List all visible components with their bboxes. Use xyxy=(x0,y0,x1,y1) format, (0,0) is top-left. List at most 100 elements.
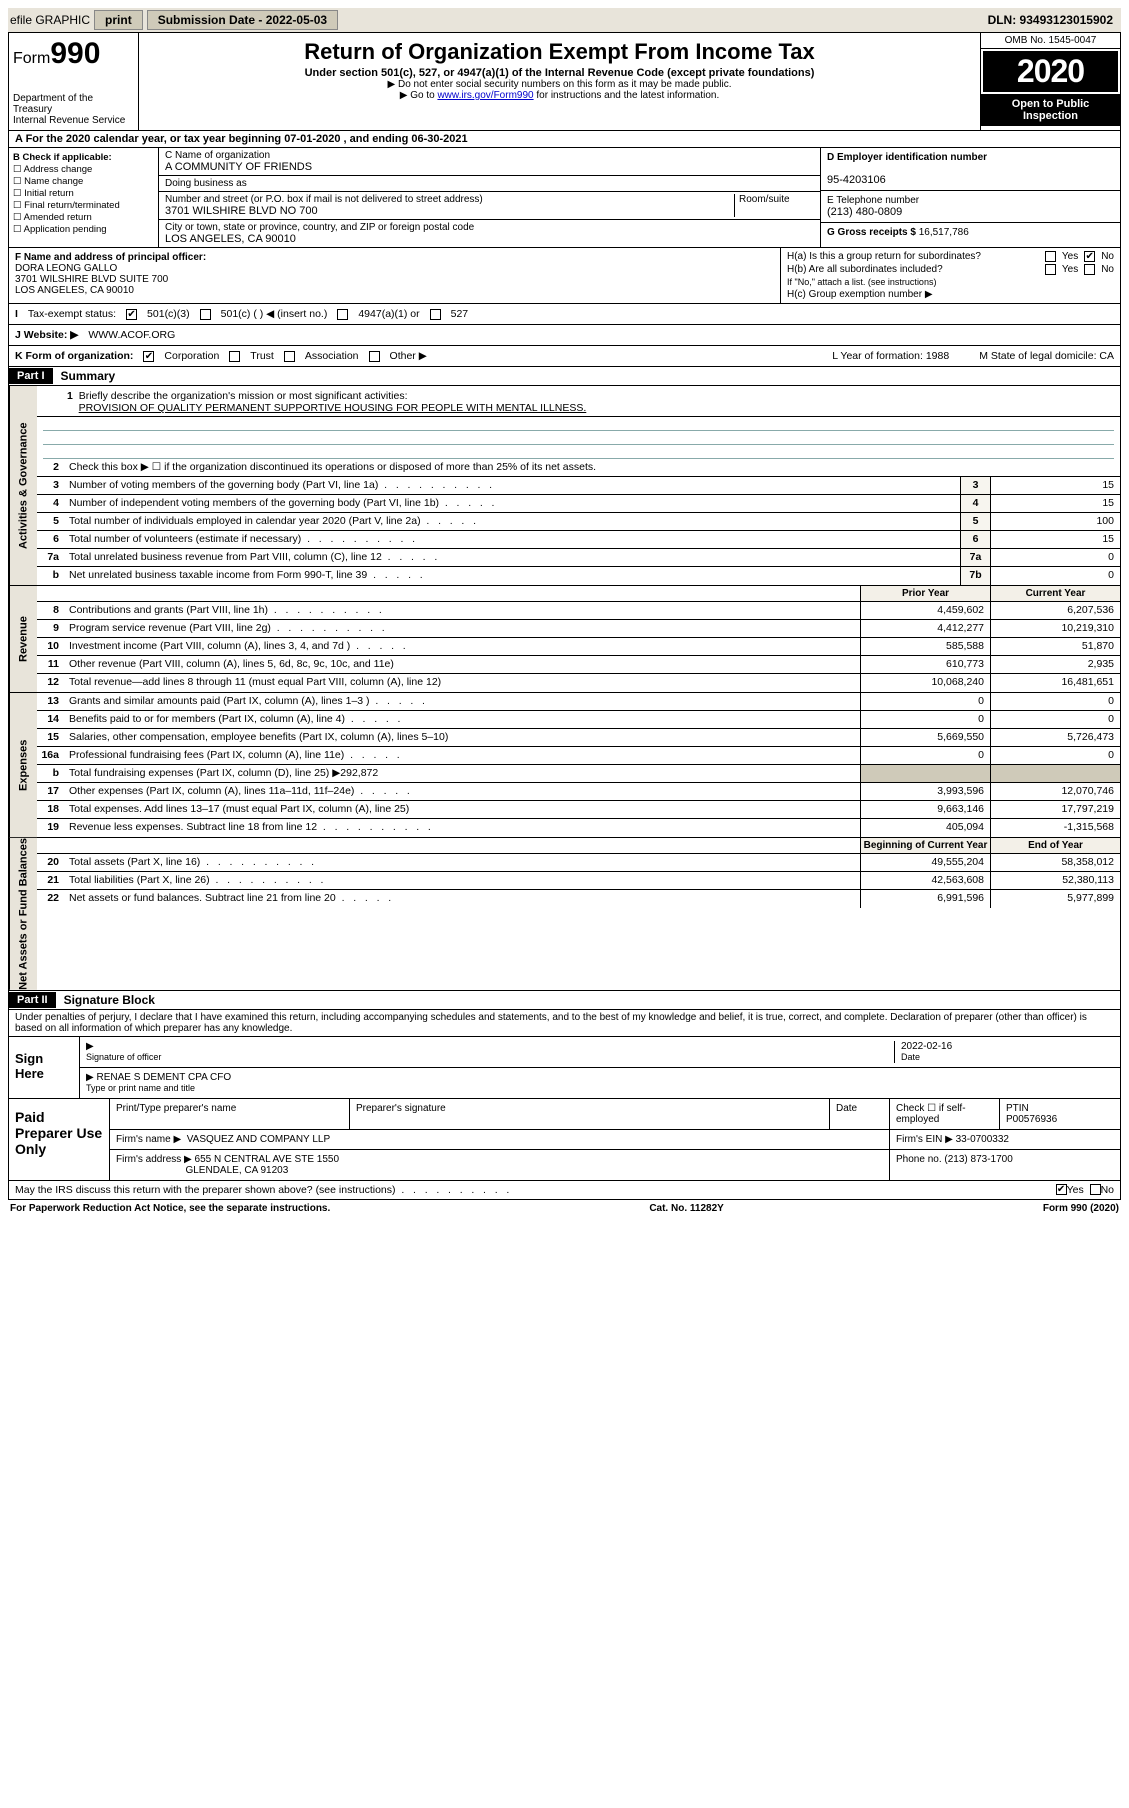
website-row: J Website: ▶ WWW.ACOF.ORG xyxy=(8,325,1121,346)
mission-text: PROVISION OF QUALITY PERMANENT SUPPORTIV… xyxy=(79,402,587,414)
top-toolbar: efile GRAPHIC print Submission Date - 20… xyxy=(8,8,1121,32)
c20: 58,358,012 xyxy=(990,854,1120,871)
discuss-yes[interactable]: ✔ xyxy=(1056,1184,1067,1195)
signature-line: ▶Signature of officer 2022-02-16Date xyxy=(80,1037,1120,1068)
check-initial[interactable]: ☐ Initial return xyxy=(13,188,154,199)
irs-label: Internal Revenue Service xyxy=(13,115,134,126)
row-a-taxyear: A For the 2020 calendar year, or tax yea… xyxy=(8,131,1121,148)
ein: 95-4203106 xyxy=(827,174,886,186)
sign-here-label: Sign Here xyxy=(9,1037,79,1098)
val-7a: 0 xyxy=(990,549,1120,566)
tax-501c[interactable] xyxy=(200,309,211,320)
org-name: A COMMUNITY OF FRIENDS xyxy=(165,161,312,173)
footer-left: For Paperwork Reduction Act Notice, see … xyxy=(10,1203,330,1214)
dln-label: DLN: 93493123015902 xyxy=(988,13,1119,27)
mission-blank xyxy=(43,417,1114,431)
korg-trust[interactable] xyxy=(229,351,240,362)
firm-addr1: 655 N CENTRAL AVE STE 1550 xyxy=(195,1154,340,1165)
c16a: 0 xyxy=(990,747,1120,764)
discuss-row: May the IRS discuss this return with the… xyxy=(8,1181,1121,1200)
section-b: B Check if applicable: ☐ Address change … xyxy=(8,148,1121,248)
firm-phone: (213) 873-1700 xyxy=(944,1154,1012,1165)
footer-right: Form 990 (2020) xyxy=(1043,1203,1119,1214)
vlabel-net: Net Assets or Fund Balances xyxy=(9,838,37,990)
check-name[interactable]: ☐ Name change xyxy=(13,176,154,187)
tax-status-row: I Tax-exempt status: ✔501(c)(3) 501(c) (… xyxy=(8,304,1121,325)
p12: 10,068,240 xyxy=(860,674,990,692)
right-info: D Employer identification number 95-4203… xyxy=(820,148,1120,247)
p22: 6,991,596 xyxy=(860,890,990,908)
c8: 6,207,536 xyxy=(990,602,1120,619)
p8: 4,459,602 xyxy=(860,602,990,619)
korg-other[interactable] xyxy=(369,351,380,362)
tax-4947[interactable] xyxy=(337,309,348,320)
check-pending[interactable]: ☐ Application pending xyxy=(13,224,154,235)
org-info: C Name of organization A COMMUNITY OF FR… xyxy=(159,148,820,247)
firm-name: VASQUEZ AND COMPANY LLP xyxy=(187,1134,330,1145)
open-public: Open to PublicInspection xyxy=(981,94,1120,126)
org-address: 3701 WILSHIRE BLVD NO 700 xyxy=(165,205,318,217)
ha-no[interactable]: ✔ xyxy=(1084,251,1095,262)
p20: 49,555,204 xyxy=(860,854,990,871)
print-button[interactable]: print xyxy=(94,10,143,30)
section-f-h: F Name and address of principal officer:… xyxy=(8,248,1121,304)
check-final[interactable]: ☐ Final return/terminated xyxy=(13,200,154,211)
p11: 610,773 xyxy=(860,656,990,673)
firm-ein: 33-0700332 xyxy=(956,1134,1009,1145)
irs-link[interactable]: www.irs.gov/Form990 xyxy=(437,90,533,101)
p16a: 0 xyxy=(860,747,990,764)
c18: 17,797,219 xyxy=(990,801,1120,818)
year-formation: L Year of formation: 1988 xyxy=(832,350,949,362)
tax-527[interactable] xyxy=(430,309,441,320)
preparer-block: Paid Preparer Use Only Print/Type prepar… xyxy=(8,1099,1121,1181)
group-return: H(a) Is this a group return for subordin… xyxy=(780,248,1120,303)
korg-assoc[interactable] xyxy=(284,351,295,362)
form-note-2: ▶ Go to www.irs.gov/Form990 for instruct… xyxy=(147,90,972,101)
dba-cell: Doing business as xyxy=(159,176,820,192)
c17: 12,070,746 xyxy=(990,783,1120,800)
p16b xyxy=(860,765,990,782)
part-i-badge: Part I xyxy=(9,368,53,384)
p18: 9,663,146 xyxy=(860,801,990,818)
form-note-1: ▶ Do not enter social security numbers o… xyxy=(147,79,972,90)
form-header: Form990 Department of the Treasury Inter… xyxy=(8,32,1121,131)
hb-yes[interactable] xyxy=(1045,264,1056,275)
c19: -1,315,568 xyxy=(990,819,1120,837)
check-amended[interactable]: ☐ Amended return xyxy=(13,212,154,223)
ha-yes[interactable] xyxy=(1045,251,1056,262)
submission-date-button[interactable]: Submission Date - 2022-05-03 xyxy=(147,10,338,30)
val-7b: 0 xyxy=(990,567,1120,585)
firm-addr2: GLENDALE, CA 91203 xyxy=(185,1165,288,1176)
mission-blank xyxy=(43,431,1114,445)
c22: 5,977,899 xyxy=(990,890,1120,908)
prep-addr-row: Firm's address ▶ 655 N CENTRAL AVE STE 1… xyxy=(110,1150,1120,1180)
c15: 5,726,473 xyxy=(990,729,1120,746)
penalty-text: Under penalties of perjury, I declare th… xyxy=(8,1010,1121,1037)
k-org-row: K Form of organization: ✔Corporation Tru… xyxy=(8,346,1121,367)
p21: 42,563,608 xyxy=(860,872,990,889)
p13: 0 xyxy=(860,693,990,710)
vlabel-governance: Activities & Governance xyxy=(9,386,37,585)
hb-no[interactable] xyxy=(1084,264,1095,275)
net-assets-section: Net Assets or Fund Balances Beginning of… xyxy=(8,838,1121,991)
korg-corp[interactable]: ✔ xyxy=(143,351,154,362)
omb-number: OMB No. 1545-0047 xyxy=(981,33,1120,49)
sign-date: 2022-02-16 xyxy=(901,1041,952,1052)
form-number: Form990 xyxy=(13,37,134,71)
officer-name: DORA LEONG GALLO xyxy=(15,263,117,274)
c13: 0 xyxy=(990,693,1120,710)
hc-line: H(c) Group exemption number ▶ xyxy=(787,288,1114,301)
check-address[interactable]: ☐ Address change xyxy=(13,164,154,175)
prep-header-row: Print/Type preparer's name Preparer's si… xyxy=(110,1099,1120,1130)
discuss-no[interactable] xyxy=(1090,1184,1101,1195)
gross-cell: G Gross receipts $ 16,517,786 xyxy=(821,223,1120,242)
governance-section: Activities & Governance 1 Briefly descri… xyxy=(8,386,1121,586)
officer-info: F Name and address of principal officer:… xyxy=(9,248,780,303)
part-i-header: Part I Summary xyxy=(8,367,1121,386)
p14: 0 xyxy=(860,711,990,728)
header-right: OMB No. 1545-0047 2020 Open to PublicIns… xyxy=(980,33,1120,130)
p10: 585,588 xyxy=(860,638,990,655)
c16b xyxy=(990,765,1120,782)
gross-receipts: 16,517,786 xyxy=(919,227,969,238)
tax-501c3[interactable]: ✔ xyxy=(126,309,137,320)
